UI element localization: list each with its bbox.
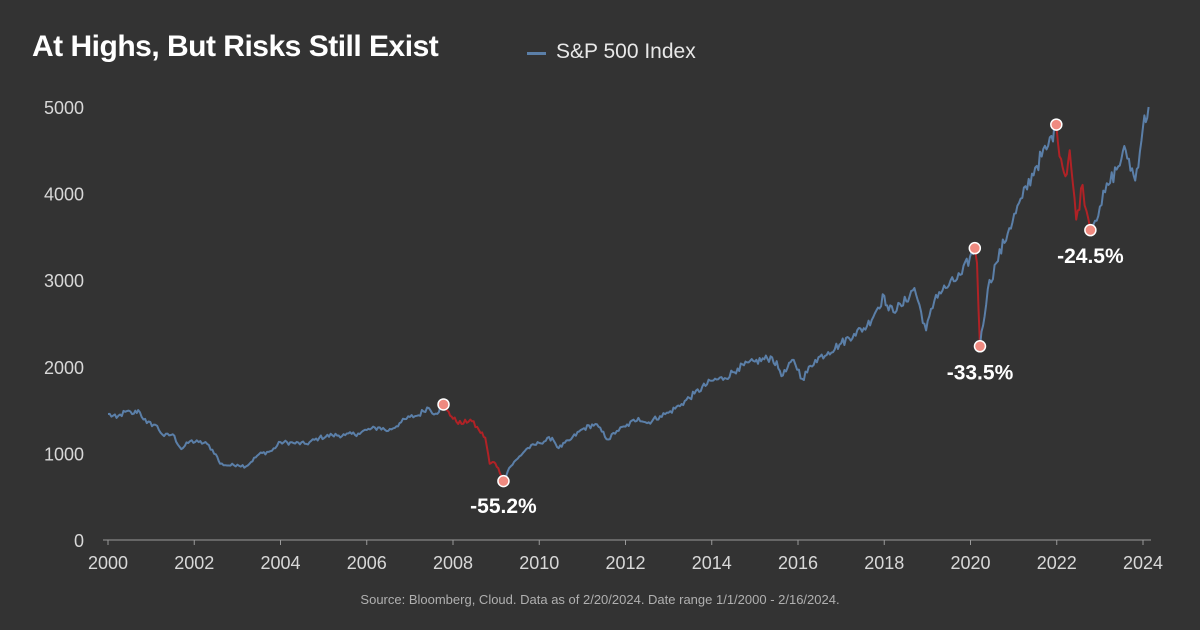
index-line-segment [107, 403, 444, 469]
x-tick-label: 2020 [950, 553, 990, 573]
x-tick-label: 2010 [519, 553, 559, 573]
y-tick-label: 4000 [44, 185, 84, 205]
x-tick-label: 2008 [433, 553, 473, 573]
axes: 2000 2002 2004 2006 2008 2010 2012 2014 2016 2018… [44, 98, 1163, 573]
y-tick-label: 3000 [44, 271, 84, 291]
drawdown-label: -33.5% [947, 361, 1014, 384]
drawdown-line-segment [442, 403, 505, 482]
chart-title: At Highs, But Risks Still Exist [32, 30, 439, 63]
legend-swatch [527, 51, 546, 55]
index-line-segment [1089, 106, 1150, 234]
legend: S&P 500 Index [527, 40, 696, 64]
x-tick-label: 2000 [88, 553, 128, 573]
drawdown-trough-marker [497, 474, 510, 488]
source-note: Source: Bloomberg, Cloud. Data as of 2/2… [360, 592, 840, 607]
x-tick-label: 2018 [864, 553, 904, 573]
index-line-segment [979, 119, 1058, 347]
x-tick-label: 2002 [174, 553, 214, 573]
y-tick-label: 5000 [44, 98, 84, 118]
x-tick-label: 2004 [260, 553, 300, 573]
x-tick-label: 2006 [347, 553, 387, 573]
drawdown-line-segment [1055, 124, 1092, 231]
y-tick-label: 0 [74, 531, 84, 551]
drawdown-trough-marker [1084, 223, 1097, 237]
drawdown-trough-marker [973, 340, 987, 353]
drawdown-peak-marker [968, 241, 982, 255]
y-tick-label: 2000 [44, 358, 84, 378]
drawdown-label: -24.5% [1057, 245, 1124, 268]
x-tick-label: 2016 [778, 553, 818, 573]
x-tick-label: 2014 [692, 553, 732, 573]
drawdown-peak-marker [1050, 118, 1063, 131]
drawdown-peak-marker [437, 398, 450, 411]
drawdown-line-segment [973, 248, 981, 347]
annotations-layer: -55.2% -33.5% -24.5% [437, 118, 1124, 518]
series-layer [107, 106, 1150, 482]
x-tick-label: 2024 [1123, 553, 1163, 573]
drawdown-label: -55.2% [470, 495, 537, 518]
legend-label: S&P 500 Index [556, 40, 696, 63]
y-tick-label: 1000 [44, 444, 84, 464]
x-tick-label: 2012 [605, 553, 645, 573]
index-line-segment [502, 247, 976, 482]
x-tick-label: 2022 [1037, 553, 1077, 573]
